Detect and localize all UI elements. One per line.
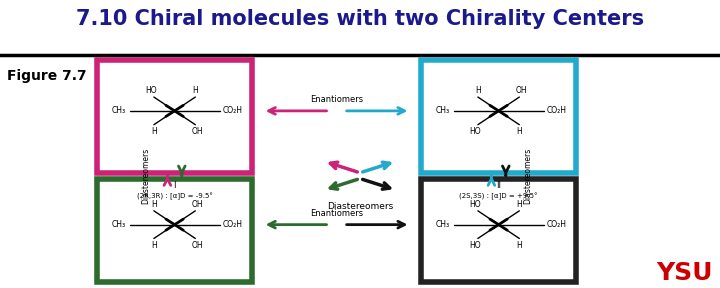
Text: HO: HO [145,86,157,95]
FancyBboxPatch shape [97,179,252,282]
Text: OH: OH [516,86,528,95]
FancyBboxPatch shape [97,60,252,173]
Text: CO₂H: CO₂H [223,220,243,229]
Text: CH₃: CH₃ [436,106,450,115]
Text: Enantiomers: Enantiomers [310,209,363,218]
Text: 7.10 Chiral molecules with two Chirality Centers: 7.10 Chiral molecules with two Chirality… [76,9,644,29]
Text: YSU: YSU [657,261,713,285]
Text: H: H [192,86,197,95]
Text: II: II [496,181,501,190]
Text: Enantiomers: Enantiomers [310,95,363,104]
Text: Diastereomers: Diastereomers [523,147,532,204]
Text: H: H [152,200,157,209]
Text: HO: HO [469,127,481,136]
Text: CO₂H: CO₂H [223,106,243,115]
Text: H: H [516,127,521,136]
Text: Diastereomers: Diastereomers [327,202,393,211]
Text: H: H [476,86,481,95]
Text: H: H [516,240,521,249]
Text: OH: OH [192,127,204,136]
FancyBboxPatch shape [421,60,576,173]
Text: CH₃: CH₃ [436,220,450,229]
Text: (2S,3S) : [α]D = +9.5°: (2S,3S) : [α]D = +9.5° [459,193,538,200]
Text: OH: OH [192,240,204,249]
Text: H: H [152,240,157,249]
Text: CH₃: CH₃ [112,106,126,115]
Text: Diastereomers: Diastereomers [141,147,150,204]
Text: (2R,3R) : [α]D = -9.5°: (2R,3R) : [α]D = -9.5° [137,193,212,200]
Text: H: H [516,200,521,209]
Text: I: I [174,181,176,190]
Text: H: H [152,127,157,136]
FancyBboxPatch shape [421,179,576,282]
Text: Figure 7.7: Figure 7.7 [7,69,87,83]
Text: CO₂H: CO₂H [547,220,567,229]
Text: HO: HO [469,240,481,249]
Text: HO: HO [469,200,481,209]
Text: CH₃: CH₃ [112,220,126,229]
Text: CO₂H: CO₂H [547,106,567,115]
Text: OH: OH [192,200,204,209]
